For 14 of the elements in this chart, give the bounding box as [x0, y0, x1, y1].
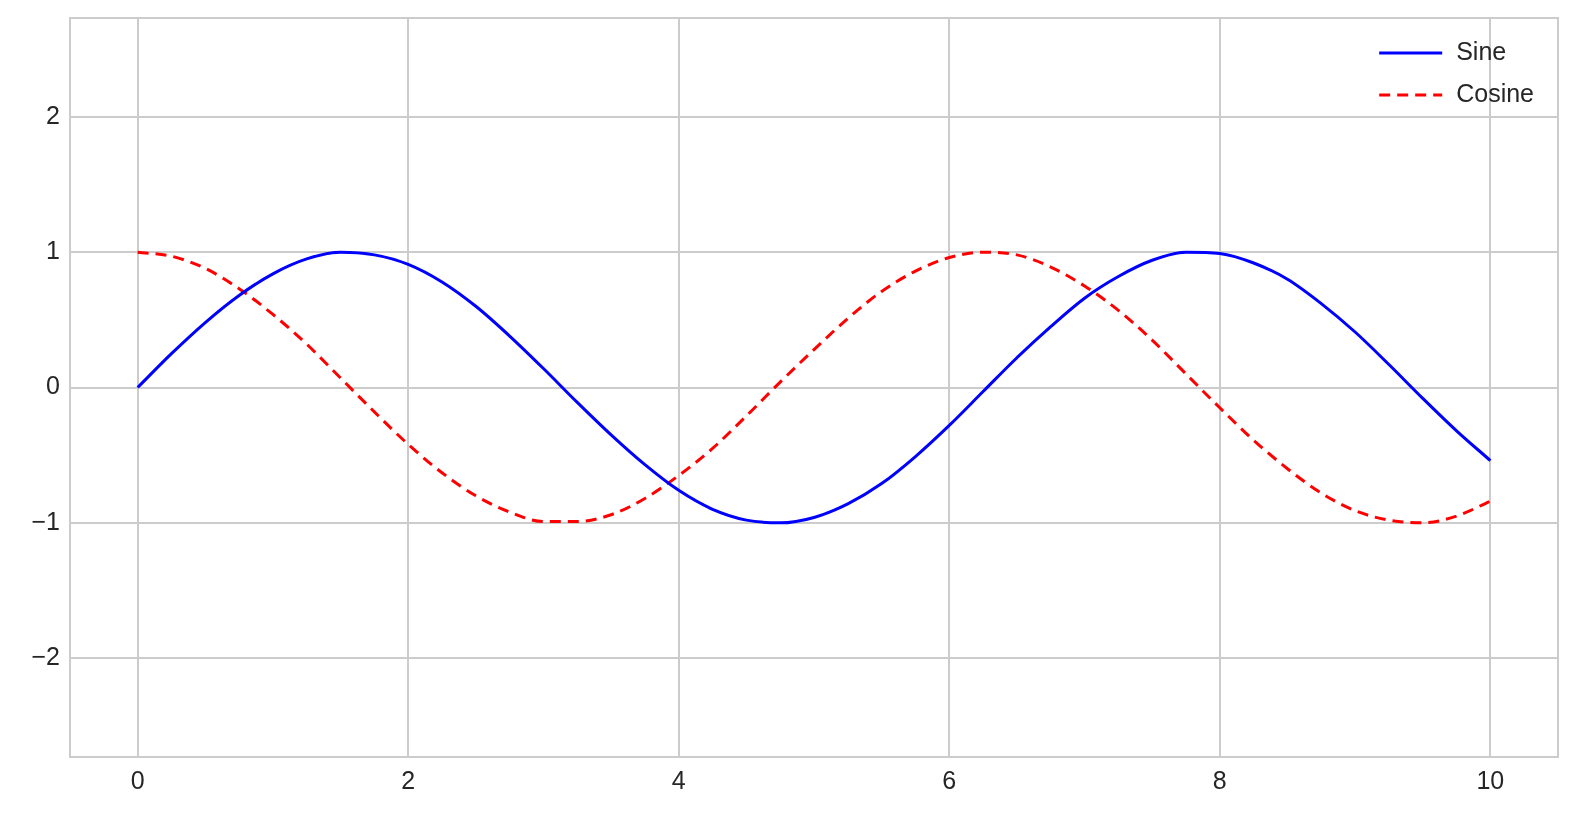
y-tick-label: 1: [46, 236, 60, 265]
line-series: [136, 250, 1492, 525]
y-tick-label: 2: [46, 100, 60, 129]
x-tick-label: 10: [1476, 765, 1505, 794]
y-tick-label: 0: [46, 371, 60, 400]
y-tick-label: −1: [31, 506, 60, 535]
x-tick-label: 8: [1212, 765, 1227, 794]
legend-label: Cosine: [1456, 78, 1535, 107]
y-tick-label: −2: [31, 642, 60, 671]
x-tick-label: 6: [942, 765, 957, 794]
x-tick-label: 2: [401, 765, 416, 794]
legend-label: Sine: [1456, 36, 1507, 65]
x-tick-label: 0: [130, 765, 145, 794]
x-tick-label: 4: [671, 765, 686, 794]
